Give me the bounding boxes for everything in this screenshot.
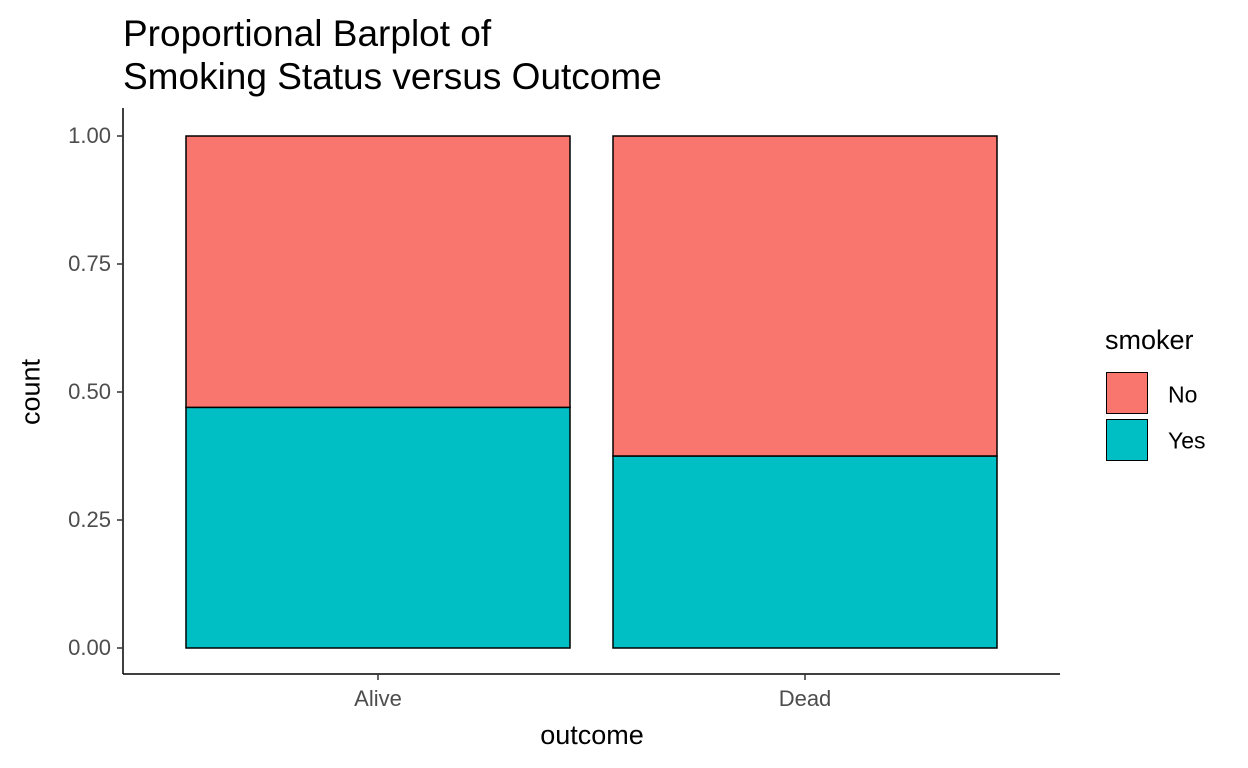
legend-label-yes: Yes [1168,427,1206,454]
bar-alive-yes [185,406,571,649]
x-axis-label: outcome [540,720,644,750]
legend-key-yes [1106,419,1148,461]
legend-key-no [1106,372,1148,414]
legend-title: smoker [1105,325,1194,355]
chart-title: Proportional Barplot of Smoking Status v… [123,12,662,98]
x-tick-label-alive: Alive [354,686,402,711]
chart-title-line-1: Proportional Barplot of [123,13,492,54]
y-tick-label: 1.00 [68,123,111,148]
y-tick-label: 0.25 [68,507,111,532]
y-tick-label: 0.75 [68,251,111,276]
y-tick-label: 0.50 [68,379,111,404]
legend-label-no: No [1168,381,1198,408]
bar-dead-yes [612,455,998,649]
y-axis-label: count [15,358,46,426]
y-tick-label: 0.00 [68,635,111,660]
bar-alive-no [185,135,571,409]
bar-dead-no [612,135,998,457]
x-tick-label-dead: Dead [778,686,832,711]
chart-title-line-2: Smoking Status versus Outcome [123,56,662,97]
